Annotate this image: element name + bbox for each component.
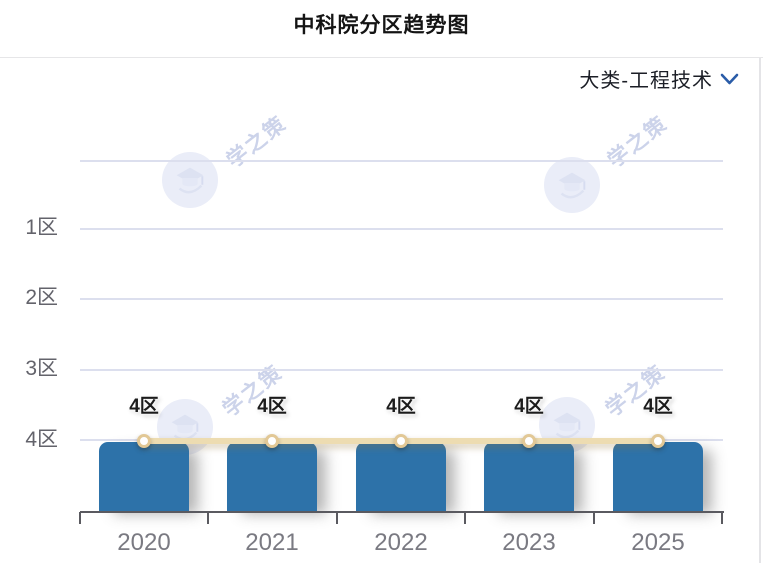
bar-2022[interactable] [356,442,446,512]
x-axis-label-2021: 2021 [245,529,299,556]
point-label-2023: 4区 [514,396,544,417]
x-axis-tick [207,512,209,524]
x-axis-label-2020: 2020 [117,529,171,556]
gridline-zone3 [80,369,723,371]
page-title: 中科院分区趋势图 [293,14,470,37]
x-axis-line [80,511,724,513]
panel-right-edge [759,58,761,563]
data-point-2022 [394,434,408,448]
x-axis-label-2023: 2023 [502,529,556,556]
y-axis-label-zone2: 2区 [25,286,58,309]
watermark-text: 学之策 [603,111,673,173]
gridline-zone2 [80,298,723,300]
bar-2023[interactable] [484,442,574,512]
watermark-logo-icon [544,157,600,213]
point-label-2022: 4区 [386,396,416,417]
x-axis-tick [721,512,723,524]
data-point-2025 [651,434,665,448]
gridline-top [80,160,723,162]
data-point-2020 [137,434,151,448]
header: 中科院分区趋势图 [0,0,763,57]
bar-2020[interactable] [99,442,189,512]
x-axis-tick [593,512,595,524]
point-label-2020: 4区 [129,396,159,417]
x-axis-tick [464,512,466,524]
point-label-2021: 4区 [257,396,287,417]
x-axis-label-2022: 2022 [374,529,428,556]
chevron-down-icon [720,73,739,84]
watermark-text: 学之策 [601,360,671,422]
watermark-text: 学之策 [222,111,292,173]
watermark-text: 学之策 [218,360,288,422]
y-axis-label-zone3: 3区 [25,357,58,380]
data-point-2023 [522,434,536,448]
category-dropdown[interactable]: 大类-工程技术 [579,64,739,93]
category-dropdown-label: 大类-工程技术 [579,70,713,92]
y-axis-label-zone4: 4区 [25,428,58,451]
gridline-zone1 [80,228,723,230]
data-point-2021 [265,434,279,448]
y-axis-label-zone1: 1区 [25,216,58,239]
x-axis-tick [79,512,81,524]
x-axis-label-2025: 2025 [631,529,685,556]
bar-2025[interactable] [613,442,703,512]
point-label-2025: 4区 [643,396,673,417]
header-divider [0,57,763,58]
x-axis-tick [336,512,338,524]
bar-2021[interactable] [227,442,317,512]
